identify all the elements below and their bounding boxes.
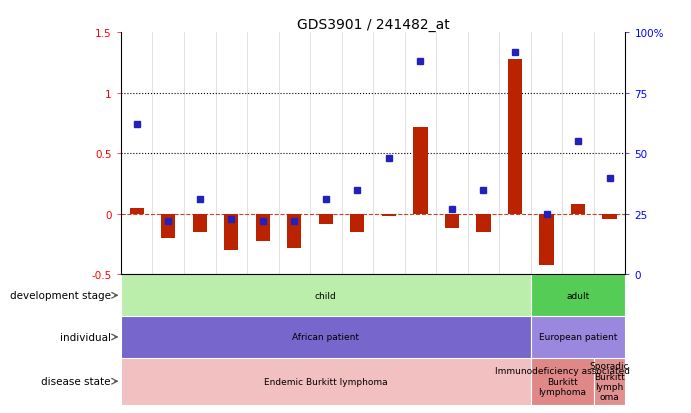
Bar	[130, 208, 144, 214]
Text: disease state: disease state	[41, 376, 111, 386]
Bar	[540, 214, 553, 265]
Bar	[319, 214, 333, 224]
Text: Immunodeficiency associated
Burkitt
lymphoma: Immunodeficiency associated Burkitt lymp…	[495, 366, 630, 396]
Bar	[594, 358, 625, 405]
Bar	[531, 358, 594, 405]
Bar	[350, 214, 364, 233]
Bar	[531, 316, 625, 358]
Text: individual: individual	[60, 332, 111, 342]
Text: African patient: African patient	[292, 332, 359, 342]
Bar	[161, 214, 176, 239]
Bar	[224, 214, 238, 251]
Bar	[571, 205, 585, 214]
Bar	[256, 214, 270, 241]
Bar	[121, 316, 531, 358]
Bar	[603, 214, 616, 219]
Bar	[287, 214, 301, 248]
Text: Sporadic
Burkitt
lymph
oma: Sporadic Burkitt lymph oma	[590, 361, 630, 401]
Text: Endemic Burkitt lymphoma: Endemic Burkitt lymphoma	[264, 377, 388, 386]
Bar	[413, 127, 428, 214]
Text: adult: adult	[567, 291, 589, 300]
Bar	[121, 358, 531, 405]
Bar	[193, 214, 207, 233]
Bar	[531, 275, 625, 316]
Text: development stage: development stage	[10, 291, 111, 301]
Bar	[445, 214, 459, 229]
Text: child: child	[315, 291, 337, 300]
Bar	[121, 275, 531, 316]
Title: GDS3901 / 241482_at: GDS3901 / 241482_at	[296, 18, 450, 32]
Bar	[508, 59, 522, 214]
Bar	[476, 214, 491, 233]
Text: European patient: European patient	[539, 332, 617, 342]
Bar	[382, 214, 396, 217]
